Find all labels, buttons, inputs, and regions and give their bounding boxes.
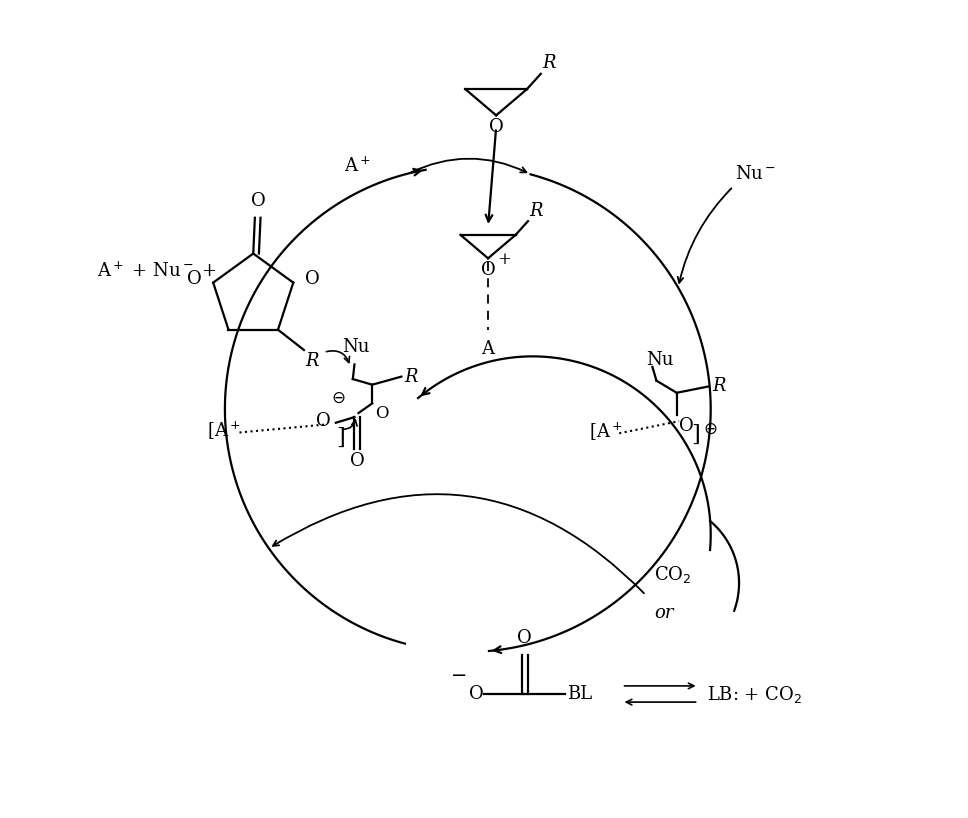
Text: Nu: Nu [343, 339, 370, 357]
Text: O: O [187, 270, 202, 288]
Text: $\ominus$: $\ominus$ [331, 389, 346, 407]
Text: ]: ] [691, 424, 700, 446]
Text: A$^+$ + Nu$^-$ +: A$^+$ + Nu$^-$ + [97, 262, 217, 281]
Text: LB: + CO$_2$: LB: + CO$_2$ [707, 684, 802, 704]
Text: A: A [481, 340, 495, 358]
Text: O: O [489, 119, 503, 137]
Text: BL: BL [567, 685, 592, 703]
Text: [A$^+$: [A$^+$ [207, 420, 241, 442]
Text: O: O [251, 191, 265, 209]
Text: Nu$^-$: Nu$^-$ [735, 165, 776, 183]
Text: O: O [317, 412, 331, 430]
Text: $-$: $-$ [450, 664, 467, 683]
Text: R: R [712, 377, 726, 395]
Text: O: O [481, 261, 496, 279]
Text: R: R [529, 202, 543, 220]
Text: O: O [517, 629, 531, 647]
Text: +: + [498, 251, 511, 268]
Text: O: O [680, 417, 694, 435]
Text: $\ominus$: $\ominus$ [704, 420, 718, 438]
Text: O: O [349, 452, 364, 470]
Text: R: R [405, 367, 418, 385]
Text: O: O [305, 270, 319, 288]
Text: R: R [542, 54, 556, 72]
Text: [A$^+$: [A$^+$ [590, 420, 623, 443]
Text: O: O [469, 685, 483, 703]
Text: R: R [306, 353, 319, 371]
Text: or: or [654, 604, 674, 622]
Text: ]: ] [336, 427, 345, 449]
Text: O: O [376, 405, 389, 422]
Text: Nu: Nu [646, 352, 674, 370]
Text: A$^+$: A$^+$ [344, 156, 371, 176]
Text: CO$_2$: CO$_2$ [654, 564, 691, 586]
